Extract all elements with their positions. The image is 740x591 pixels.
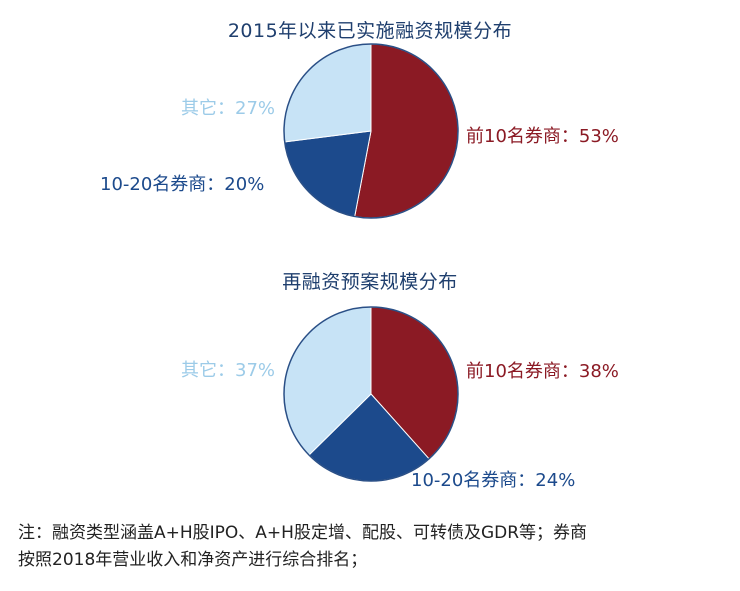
chart-title-1: 2015年以来已实施融资规模分布 <box>227 20 513 42</box>
pie2-label-10-20: 10-20名券商：24% <box>411 470 576 491</box>
pie1-label-10-20: 10-20名券商：20% <box>100 174 265 195</box>
chart-title-2: 再融资预案规模分布 <box>282 271 458 293</box>
pie-chart-2 <box>283 306 459 482</box>
pie-chart-1 <box>283 43 459 219</box>
footnote-line-1: 注：融资类型涵盖A+H股IPO、A+H股定增、配股、可转债及GDR等；券商 <box>18 523 588 543</box>
pie1-label-other: 其它：27% <box>181 98 276 119</box>
footnote-line-2: 按照2018年营业收入和净资产进行综合排名； <box>18 550 368 570</box>
footnote: 注：融资类型涵盖A+H股IPO、A+H股定增、配股、可转债及GDR等；券商 按照… <box>18 520 728 574</box>
pie1-slice-3 <box>283 43 372 143</box>
pie2-label-top10: 前10名券商：38% <box>466 361 619 382</box>
pie1-outline <box>283 43 459 219</box>
pie1-label-top10: 前10名券商：53% <box>466 126 619 147</box>
pie2-label-other: 其它：37% <box>181 360 276 381</box>
pie2-outline <box>283 306 459 482</box>
